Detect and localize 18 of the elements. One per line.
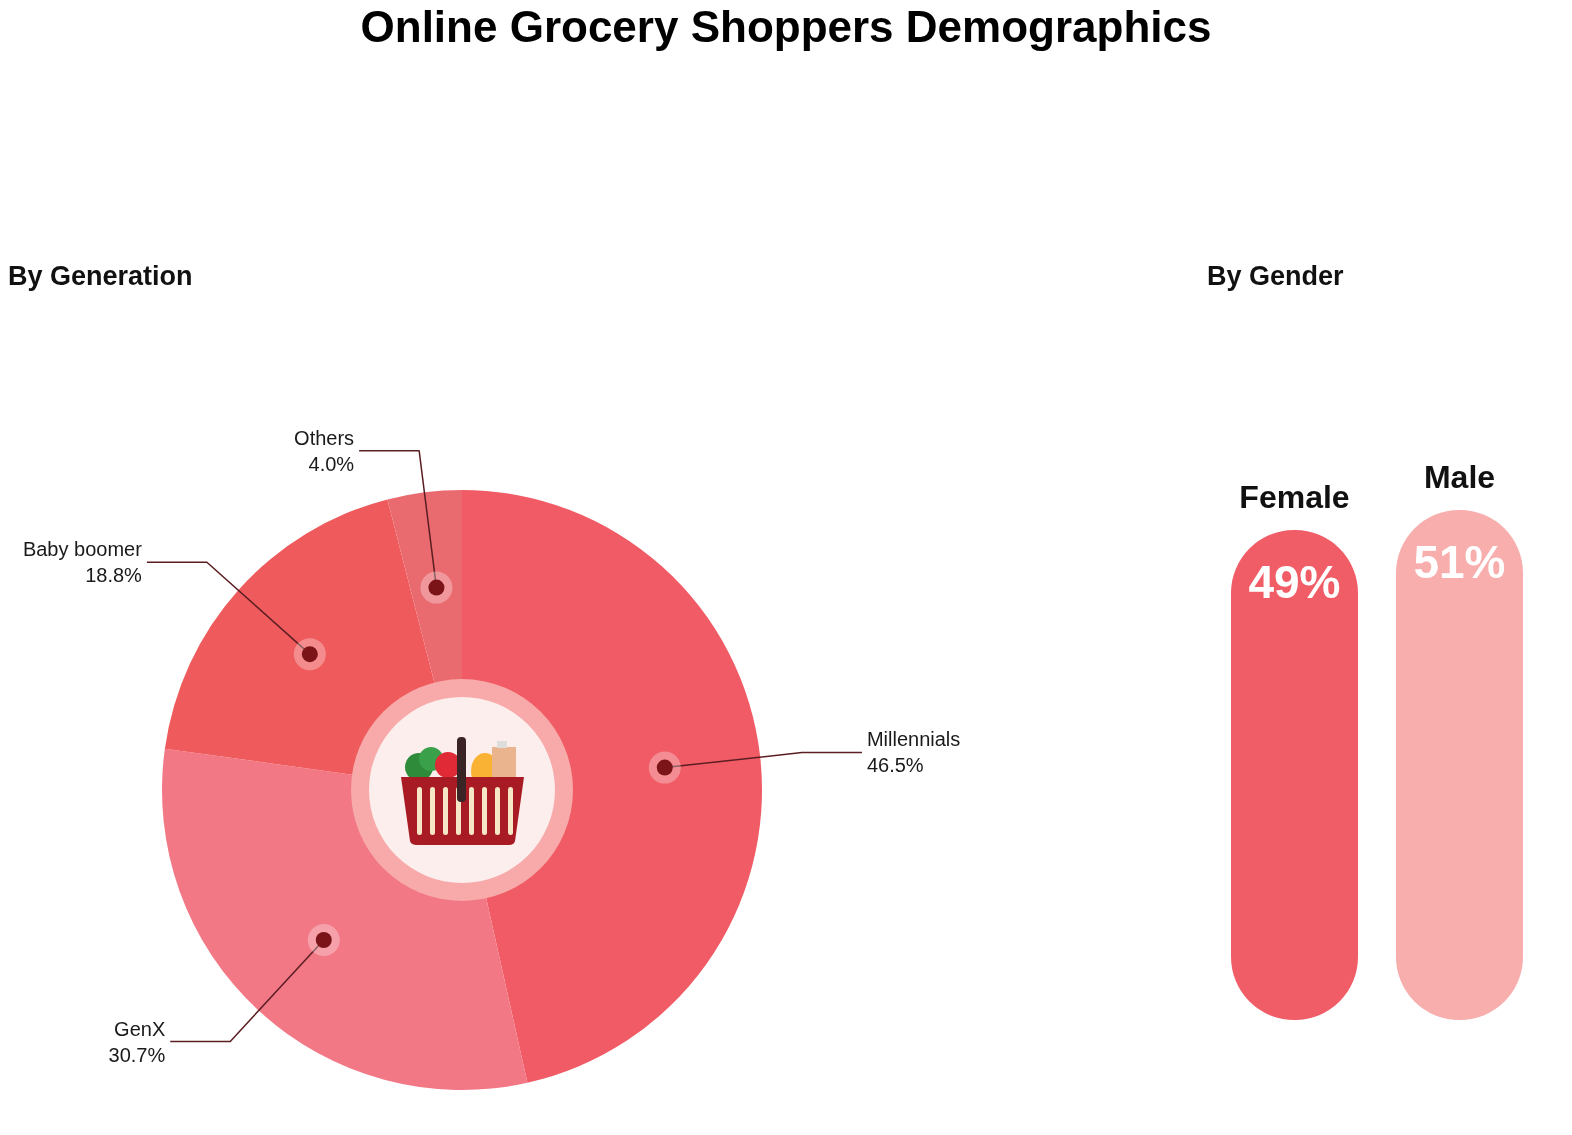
donut-slice xyxy=(462,490,762,1083)
data-label: 18.8% xyxy=(85,564,143,587)
data-label: 46.5% xyxy=(866,754,924,777)
slice-label: Baby boomer xyxy=(22,538,143,561)
x-tick-label: Male xyxy=(1423,459,1496,495)
donut-slice xyxy=(164,499,435,775)
slice-label: Others xyxy=(294,426,355,449)
slice-label: GenX xyxy=(114,1017,166,1040)
slice-label: Millennials xyxy=(866,728,961,751)
data-label: 49% xyxy=(1248,556,1341,608)
chart-title: By Gender xyxy=(1207,260,1344,292)
data-label: 30.7% xyxy=(108,1043,166,1066)
data-label: 51% xyxy=(1413,536,1506,588)
donut-slice xyxy=(387,490,462,685)
data-label: 4.0% xyxy=(308,452,355,475)
chart-subtitle: By Generation xyxy=(8,260,193,292)
chart-title: Online Grocery Shoppers Demographics xyxy=(359,2,1213,52)
x-tick-label: Female xyxy=(1239,479,1350,515)
